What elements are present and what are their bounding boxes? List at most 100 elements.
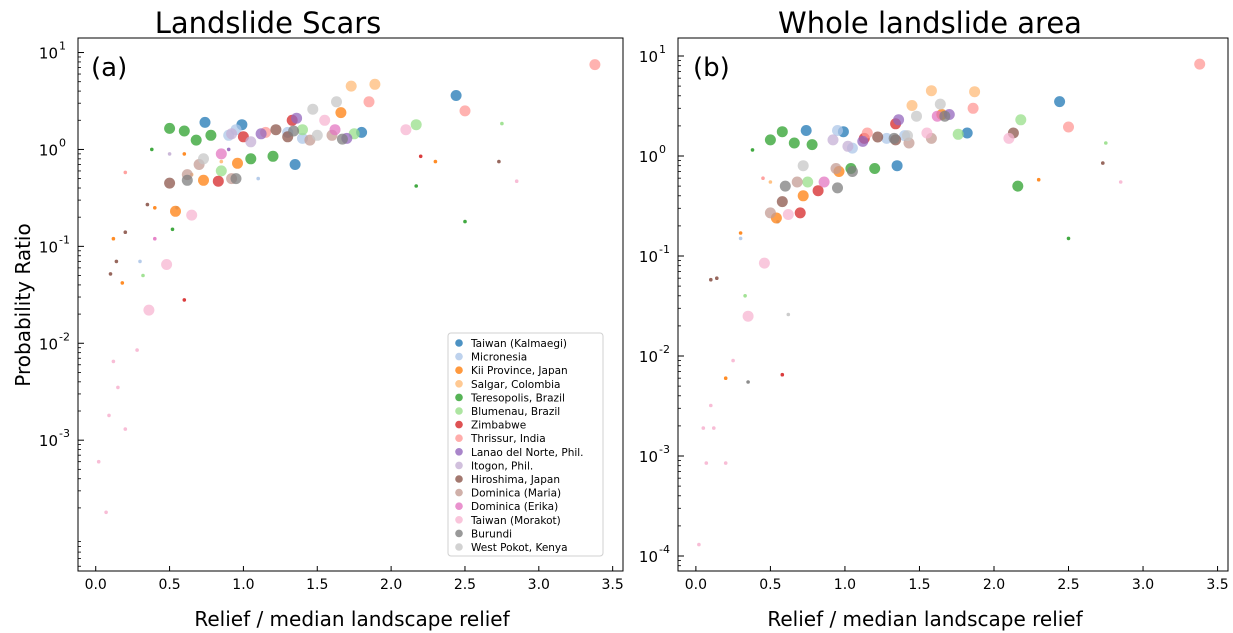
y-tick-exponent: -2 bbox=[59, 330, 70, 343]
data-point bbox=[414, 184, 419, 188]
data-point bbox=[170, 205, 181, 217]
data-point bbox=[712, 426, 716, 430]
x-tick-label: 3.5 bbox=[1206, 577, 1228, 593]
data-point bbox=[758, 257, 770, 269]
data-point bbox=[164, 177, 176, 189]
data-point bbox=[111, 359, 116, 364]
x-tick-label: 1.0 bbox=[232, 577, 254, 593]
data-point bbox=[291, 112, 303, 124]
legend-marker bbox=[455, 380, 463, 388]
y-tick-label: 10 bbox=[39, 141, 58, 159]
data-point bbox=[433, 159, 438, 164]
legend-label: Hiroshima, Japan bbox=[471, 474, 560, 486]
data-point bbox=[723, 376, 728, 381]
data-point bbox=[181, 174, 193, 186]
y-axis-label: Probability Ratio bbox=[11, 223, 35, 386]
legend-label: Lanao del Norte, Phil. bbox=[471, 447, 584, 459]
data-point bbox=[245, 153, 257, 165]
y-tick-label: 10 bbox=[39, 238, 58, 256]
legend-label: Micronesia bbox=[471, 352, 527, 364]
panel-b-points bbox=[697, 58, 1206, 547]
data-point bbox=[1015, 114, 1027, 126]
x-tick-label: 2.5 bbox=[454, 577, 476, 593]
data-point bbox=[872, 131, 884, 143]
x-tick-label: 3.0 bbox=[1132, 577, 1154, 593]
data-point bbox=[764, 207, 776, 219]
data-point bbox=[832, 125, 843, 136]
legend-marker bbox=[455, 475, 463, 483]
data-point bbox=[911, 110, 922, 122]
data-point bbox=[289, 159, 301, 170]
legend-marker bbox=[455, 461, 463, 470]
data-point bbox=[226, 147, 231, 152]
legend-label: Zimbabwe bbox=[471, 420, 526, 432]
data-point bbox=[742, 310, 754, 322]
legend-label: Dominica (Erika) bbox=[471, 501, 558, 513]
data-point bbox=[123, 170, 128, 175]
data-point bbox=[145, 202, 150, 207]
data-point bbox=[418, 154, 423, 159]
data-point bbox=[779, 180, 791, 192]
data-point bbox=[161, 259, 173, 270]
data-point bbox=[297, 124, 308, 136]
legend-label: Blumenau, Brazil bbox=[471, 406, 560, 418]
data-point bbox=[345, 80, 357, 92]
data-point bbox=[1104, 141, 1108, 145]
data-point bbox=[794, 207, 806, 219]
data-point bbox=[331, 96, 342, 108]
data-point bbox=[178, 125, 190, 137]
y-tick-label: 10 bbox=[639, 148, 658, 166]
data-point bbox=[738, 236, 743, 241]
data-point bbox=[1101, 161, 1105, 165]
data-point bbox=[212, 175, 224, 187]
data-point bbox=[497, 159, 501, 164]
data-point bbox=[802, 176, 814, 188]
data-point bbox=[1054, 96, 1066, 108]
data-point bbox=[232, 157, 243, 169]
legend-label: Taiwan (Kalmaegi) bbox=[470, 338, 567, 350]
panel-a-x-axis-label: Relief / median landscape relief bbox=[194, 607, 510, 631]
legend-label: Teresopolis, Brazil bbox=[470, 392, 565, 404]
x-tick-label: 0.0 bbox=[685, 577, 707, 593]
data-point bbox=[198, 174, 209, 186]
data-point bbox=[827, 134, 839, 146]
data-point bbox=[199, 116, 211, 128]
y-tick-label: 10 bbox=[39, 45, 58, 63]
panel-b-x-axis-label: Relief / median landscape relief bbox=[767, 607, 1083, 631]
x-tick-label: 2.0 bbox=[380, 577, 402, 593]
data-point bbox=[746, 380, 750, 384]
data-point bbox=[1118, 180, 1123, 184]
legend-marker bbox=[455, 434, 463, 443]
data-point bbox=[450, 90, 462, 101]
x-tick-label: 0.5 bbox=[158, 577, 180, 593]
data-point bbox=[797, 160, 809, 172]
data-point bbox=[150, 147, 154, 152]
data-point bbox=[857, 135, 869, 147]
x-tick-label: 0.0 bbox=[85, 577, 107, 593]
data-point bbox=[336, 133, 348, 145]
data-point bbox=[230, 173, 242, 185]
data-point bbox=[768, 180, 773, 184]
data-point bbox=[255, 128, 267, 140]
legend-label: Dominica (Maria) bbox=[471, 488, 561, 500]
data-point bbox=[921, 127, 933, 139]
data-point bbox=[952, 128, 964, 140]
data-point bbox=[888, 132, 900, 144]
data-point bbox=[934, 98, 946, 110]
data-point bbox=[791, 176, 803, 188]
data-point bbox=[797, 190, 809, 202]
data-point bbox=[170, 227, 175, 232]
data-point bbox=[141, 273, 145, 278]
data-point bbox=[861, 127, 873, 139]
data-point bbox=[219, 159, 224, 164]
x-tick-label: 1.0 bbox=[834, 577, 856, 593]
data-point bbox=[750, 148, 755, 152]
data-point bbox=[761, 176, 765, 180]
data-point bbox=[182, 152, 187, 156]
data-point bbox=[138, 259, 142, 264]
panel-b: Whole landslide area (b) 0.0 0.5 1.0 1.5 2.0… bbox=[639, 6, 1229, 631]
legend-marker bbox=[455, 543, 463, 551]
legend-marker bbox=[455, 448, 463, 456]
data-point bbox=[319, 114, 331, 126]
